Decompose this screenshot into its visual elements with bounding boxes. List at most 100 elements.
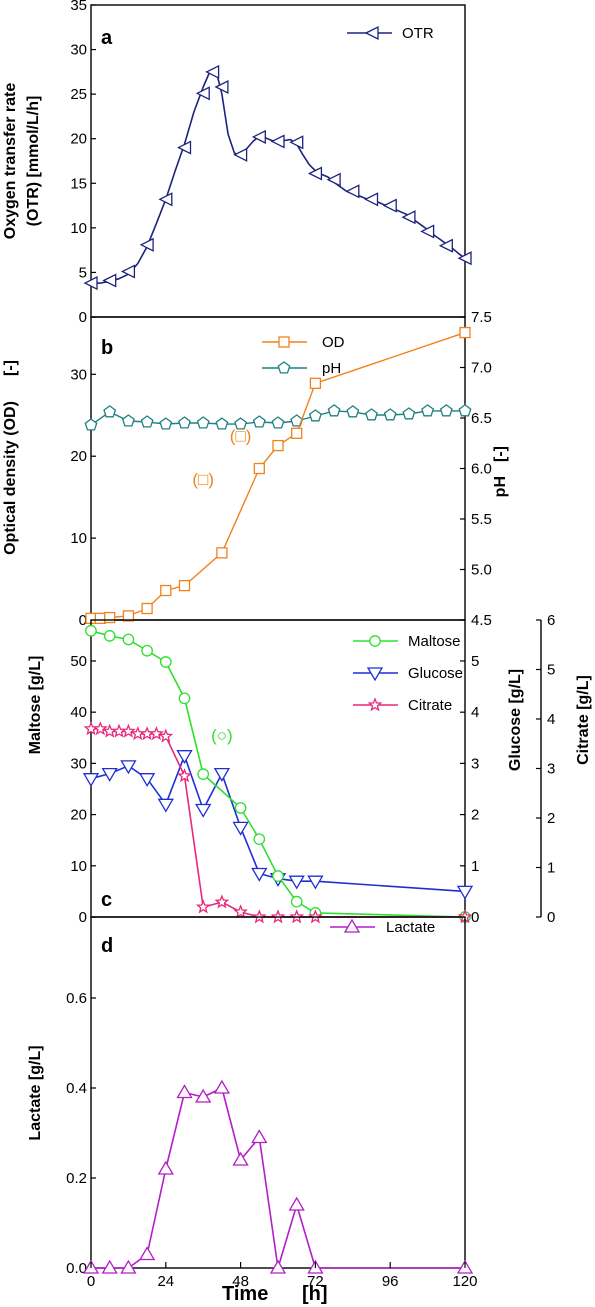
od-excluded-annotation: (□) [230, 427, 252, 446]
panel-b-y2ticks: 4.5 5.0 5.5 6.0 6.5 7.0 7.5 [460, 309, 492, 629]
lactate-point [120, 1259, 137, 1274]
citrate-point [214, 894, 230, 909]
legend-label-citrate: Citrate [408, 697, 452, 714]
otr-point [233, 147, 248, 162]
ph-point [271, 416, 285, 429]
citrate-point [233, 904, 248, 919]
lactate-point [232, 1151, 249, 1166]
panel-d-y-tick-label: 0.0 [66, 1260, 87, 1277]
citrate-point [177, 768, 192, 783]
panel-c-legend: Maltose Glucose Citrate [353, 633, 463, 714]
x-axis: 0 24 48 72 96 120 Time [h] [87, 1262, 478, 1305]
glucose-point [232, 821, 249, 836]
ph-point [196, 416, 210, 429]
panel-c-y3-tick-label: 2 [547, 810, 555, 827]
panel-c-y3label: Citrate [g/L] [575, 675, 592, 765]
glucose-point [120, 760, 137, 775]
panel-c-y2-tick-label: 5 [471, 653, 479, 670]
panel-c: c Maltose [g/L] Glucose [g/L] Citrate [g… [27, 612, 592, 926]
panel-c-y3-tick-label: 0 [547, 909, 555, 926]
legend-symbol-glucose [366, 667, 384, 682]
panel-b-y2-tick-label: 6.5 [471, 410, 492, 427]
maltose-point [159, 656, 172, 668]
lactate-point [251, 1129, 268, 1144]
otr-point [251, 129, 266, 144]
panel-c-y-tick-label: 10 [70, 858, 87, 875]
maltose-point [290, 895, 303, 908]
ph-point [308, 409, 322, 422]
panel-b-y2label-text: pH [492, 476, 509, 497]
panel-c-annotations: (○) [211, 726, 233, 745]
ph-point [327, 404, 341, 417]
panel-b-y-tick-label: 20 [70, 448, 87, 465]
panel-b-y2-tick-label: 5.5 [471, 511, 492, 528]
panel-b: b Optical density (OD) [-] pH [-] 0 10 20 3… [2, 309, 509, 629]
glucose-point [307, 875, 324, 890]
lactate-point [176, 1084, 193, 1099]
maltose-point [122, 633, 135, 646]
citrate-point [121, 723, 136, 738]
panel-b-series [84, 326, 472, 625]
panel-d-frame [90, 916, 466, 1269]
otr-point [420, 224, 435, 239]
panel-c-y3-tick-label: 6 [547, 612, 555, 629]
citrate-line [91, 728, 465, 918]
legend-label-maltose: Maltose [408, 633, 461, 650]
x-tick-label: 48 [232, 1273, 249, 1290]
ph-point [365, 408, 378, 421]
ph-point [103, 405, 117, 418]
ph-point [234, 417, 248, 430]
otr-point [270, 134, 285, 149]
panel-a-yticks: 0 5 10 15 20 25 30 35 [70, 0, 96, 326]
panel-a-y-tick-label: 5 [79, 264, 87, 281]
panel-b-annotations: (□) (□) [192, 427, 251, 489]
legend-marker-od [262, 336, 307, 348]
ph-point [439, 404, 453, 417]
od-point [291, 427, 303, 439]
lactate-line [91, 1087, 465, 1269]
panel-c-y-tick-label: 30 [70, 755, 87, 772]
maltose-point [103, 630, 116, 642]
od-point [459, 326, 471, 339]
legend-marker-ph [262, 361, 307, 374]
panel-b-yticks: 0 10 20 30 [70, 366, 96, 629]
maltose-point [253, 833, 266, 846]
panel-c-ylabel: Maltose [g/L] [27, 656, 44, 755]
otr-point [83, 276, 98, 291]
citrate-point [158, 728, 174, 743]
panel-c-y3-tick-label: 3 [547, 761, 555, 778]
otr-point [102, 273, 117, 288]
citrate-point [92, 721, 108, 736]
glucose-point [157, 798, 174, 813]
maltose-point [272, 870, 284, 882]
lactate-point [138, 1246, 156, 1261]
od-point [141, 602, 153, 615]
maltose-point [85, 624, 97, 637]
x-tick-label: 0 [87, 1273, 95, 1290]
citrate-point [111, 723, 127, 738]
citrate-point [149, 726, 164, 741]
maltose-point [178, 692, 191, 705]
panel-b-y2-tick-label: 6.0 [471, 461, 492, 478]
panel-d-legend: Lactate [330, 918, 435, 936]
x-tick-label: 120 [452, 1273, 477, 1290]
panel-b-y2-tick-label: 7.0 [471, 360, 492, 377]
panel-c-y2-tick-label: 1 [471, 858, 479, 875]
panel-c-y2-tick-label: 4 [471, 704, 479, 721]
otr-point [438, 238, 453, 253]
panel-b-ylabel-unit: [-] [2, 360, 19, 376]
panel-b-ylabel: Optical density (OD) [-] [2, 360, 19, 555]
lactate-point [269, 1259, 287, 1274]
od-point [104, 611, 116, 624]
ph-point [159, 417, 173, 430]
panel-a-y-tick-label: 0 [79, 309, 87, 326]
lactate-point [195, 1088, 212, 1103]
od-point [160, 584, 172, 597]
od-point [94, 612, 106, 625]
x-ticks: 0 24 48 72 96 120 [87, 1262, 478, 1290]
legend-label-od: OD [322, 334, 345, 351]
otr-point [326, 172, 341, 187]
legend-symbol-citrate [367, 697, 383, 712]
ph-point [252, 415, 266, 428]
